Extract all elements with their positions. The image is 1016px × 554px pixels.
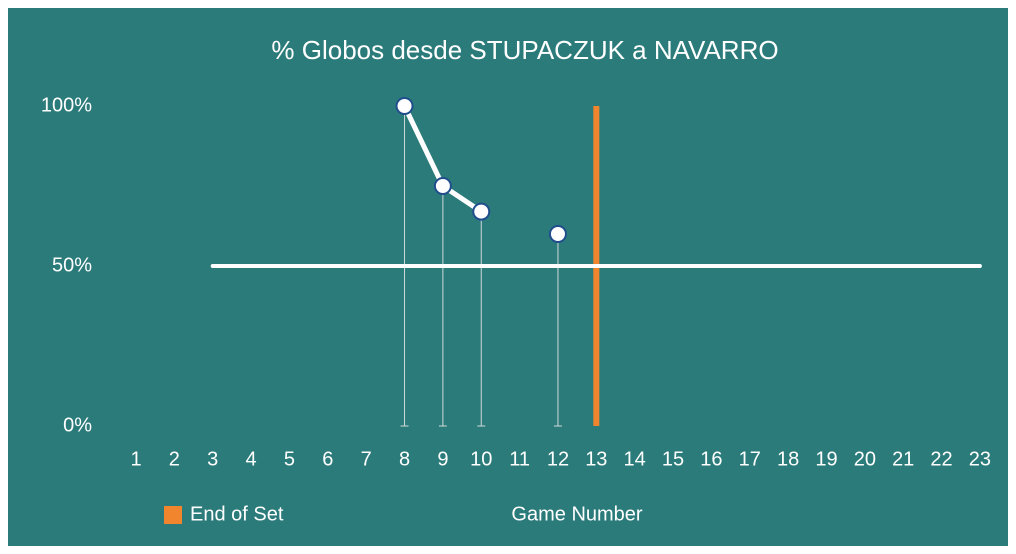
x-tick-label: 1 [130,448,141,470]
x-tick-label: 19 [815,448,837,470]
x-tick-label: 22 [930,448,952,470]
chart-background [8,8,1008,546]
x-tick-label: 23 [969,448,991,470]
x-axis-label: Game Number [511,503,642,525]
x-tick-label: 5 [284,448,295,470]
x-tick-label: 13 [585,448,607,470]
x-tick-label: 15 [662,448,684,470]
x-tick-label: 4 [246,448,257,470]
x-tick-label: 14 [624,448,646,470]
data-point [395,97,414,115]
x-tick-label: 18 [777,448,799,470]
chart-title: % Globos desde STUPACZUK a NAVARRO [271,35,778,65]
y-tick-label: 0% [63,414,92,436]
x-tick-label: 12 [547,448,569,470]
data-point [472,202,491,221]
y-tick-label: 100% [41,94,92,116]
y-tick-label: 50% [52,254,92,276]
x-tick-label: 11 [509,448,530,470]
data-point [433,177,452,195]
x-tick-label: 7 [361,448,372,470]
x-tick-label: 16 [700,448,722,470]
x-tick-label: 9 [437,448,448,470]
x-tick-label: 3 [207,448,218,470]
x-tick-label: 17 [739,448,761,470]
legend-swatch [164,506,182,524]
x-tick-label: 21 [892,448,914,470]
x-tick-label: 2 [169,448,180,470]
data-point [548,225,567,243]
x-tick-label: 20 [854,448,876,470]
x-tick-label: 8 [399,448,410,470]
legend-label: End of Set [190,503,284,525]
x-tick-label: 6 [322,448,333,470]
x-tick-label: 10 [470,448,492,470]
